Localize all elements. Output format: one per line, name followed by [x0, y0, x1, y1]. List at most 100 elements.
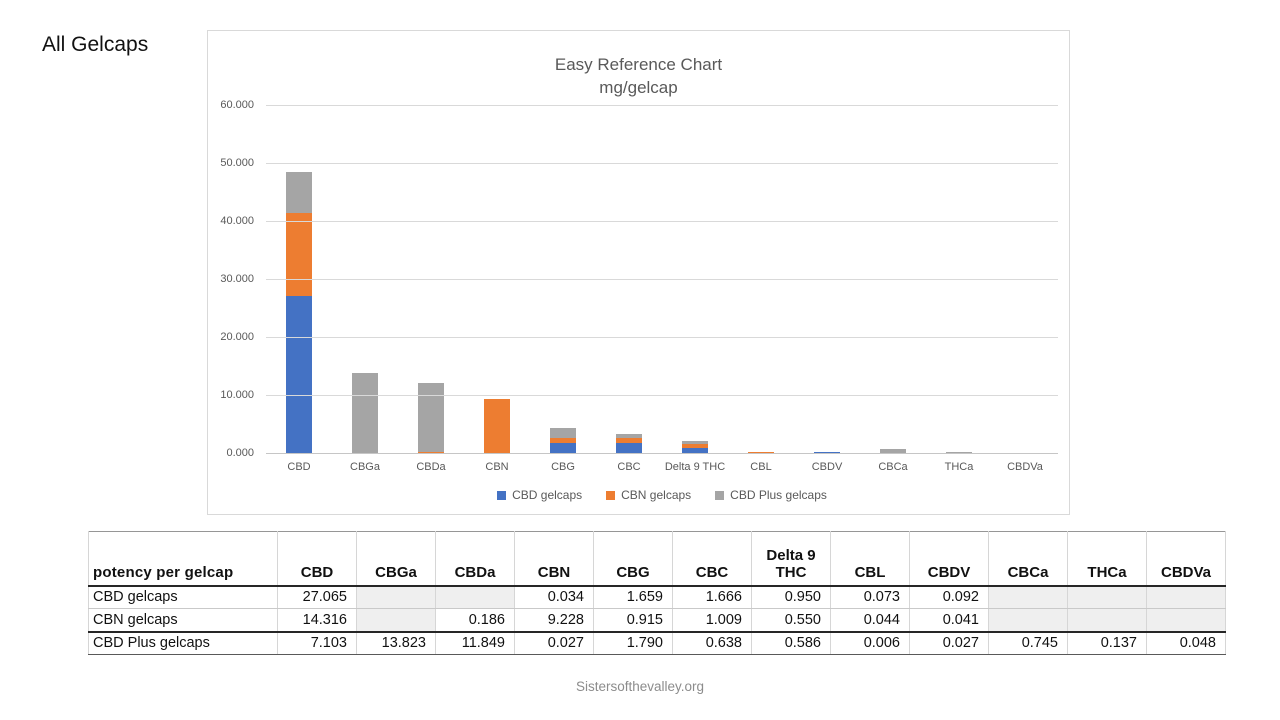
table-cell: 0.092 [909, 585, 989, 609]
table-column-header: Delta 9 THC [751, 531, 831, 587]
potency-table: potency per gelcap CBD CBGa CBDa CBN CBG CBC De… [88, 531, 1226, 655]
table-column-header: CBGa [356, 531, 436, 587]
table-row: CBD gelcaps 27.065 0.034 1.659 1.666 0.950 0.0… [88, 585, 1226, 609]
legend-label: CBN gelcaps [621, 488, 692, 502]
bar-slot-cbca [860, 105, 926, 453]
y-tick-label: 30.000 [220, 273, 254, 285]
table-row-label: CBN gelcaps [88, 608, 278, 632]
table-cell [1146, 585, 1226, 609]
legend-item: CBD gelcaps [497, 488, 582, 502]
x-category-label: CBCa [878, 461, 908, 473]
bar-slot-cbda [398, 105, 464, 453]
bar-slot-cbc [596, 105, 662, 453]
bar-segment [682, 447, 708, 453]
legend-swatch-icon [606, 490, 616, 500]
legend-label: CBD gelcaps [512, 488, 583, 502]
bar-slot-cbd [266, 105, 332, 453]
bar-segment [286, 171, 312, 213]
table-column-header: CBN [514, 531, 594, 587]
gridline [266, 395, 1058, 396]
bar-segment [682, 444, 708, 448]
table-cell: 0.044 [830, 608, 910, 632]
y-tick-label: 60.000 [220, 99, 254, 111]
table-cell: 0.027 [514, 630, 594, 655]
table-cell: 14.316 [277, 608, 357, 632]
x-category-label: CBGa [350, 461, 380, 473]
bar-stack [418, 383, 444, 453]
bar-segment [682, 440, 708, 445]
bar-slot-cbdv [794, 105, 860, 453]
gridline [266, 163, 1058, 164]
y-axis-labels: 60.000 50.000 40.000 30.000 20.000 10.000 0.00… [208, 99, 254, 459]
bar-slot-cbn [464, 105, 530, 453]
chart-title-line1: Easy Reference Chart [554, 55, 723, 74]
bar-stack [484, 399, 510, 453]
table-cell: 0.137 [1067, 630, 1147, 655]
bar-slot-delta-9-thc [662, 105, 728, 453]
legend-swatch-icon [715, 490, 725, 500]
table-cell [1067, 585, 1147, 609]
x-category-label: Delta 9 THC [664, 461, 726, 473]
table-cell: 27.065 [277, 585, 357, 609]
table-column-header: CBDV [909, 531, 989, 587]
table-cell: 0.034 [514, 585, 594, 609]
table-cell: 0.041 [909, 608, 989, 632]
bar-stack [814, 452, 840, 453]
bar-stack [616, 433, 642, 453]
legend-swatch-icon [497, 490, 507, 500]
x-category-label: CBD [287, 461, 311, 473]
table-column-header: CBDa [435, 531, 515, 587]
bar-slot-cbga [332, 105, 398, 453]
gridline [266, 453, 1058, 454]
x-category-label: CBDa [416, 461, 446, 473]
x-category-label: CBC [617, 461, 641, 473]
gridline [266, 105, 1058, 106]
table-row-label: CBD gelcaps [88, 585, 278, 609]
table-header-row: potency per gelcap CBD CBGa CBDa CBN CBG CBC De… [88, 531, 1226, 587]
x-category-label: CBDVa [1007, 461, 1043, 473]
table-column-header: CBCa [988, 531, 1068, 587]
table-cell [356, 585, 436, 609]
table-column-header: CBG [593, 531, 673, 587]
plot-area [266, 105, 1058, 454]
legend-label: CBD Plus gelcaps [730, 488, 827, 502]
bar-segment [418, 383, 444, 452]
bar-segment [616, 437, 642, 444]
bar-segment [616, 443, 642, 453]
table-column-header: THCa [1067, 531, 1147, 587]
bar-stack [748, 452, 774, 453]
bar-slot-cbdva [992, 105, 1058, 453]
bar-slot-cbg [530, 105, 596, 453]
table-column-header: CBL [830, 531, 910, 587]
table-row: CBD Plus gelcaps 7.103 13.823 11.849 0.027 1.… [88, 630, 1226, 655]
table-cell: 0.073 [830, 585, 910, 609]
bar-slot-cbl [728, 105, 794, 453]
bar-segment [352, 372, 378, 453]
legend-item: CBD Plus gelcaps [715, 488, 827, 502]
table-cell [435, 585, 515, 609]
table-cell: 0.950 [751, 585, 831, 609]
gridline [266, 337, 1058, 338]
table-cell: 1.009 [672, 608, 752, 632]
bar-segment [814, 452, 840, 453]
table-body: CBD gelcaps 27.065 0.034 1.659 1.666 0.950 0.0… [88, 585, 1226, 655]
bar-slot-thca [926, 105, 992, 453]
table-cell: 0.915 [593, 608, 673, 632]
table-corner-header: potency per gelcap [88, 531, 278, 587]
table-cell: 11.849 [435, 630, 515, 655]
table-cell [1146, 608, 1226, 632]
y-tick-label: 40.000 [220, 215, 254, 227]
table-cell: 1.790 [593, 630, 673, 655]
bar-stack [880, 448, 906, 453]
table-row: CBN gelcaps 14.316 0.186 9.228 0.915 1.009 0.5… [88, 608, 1226, 632]
bar-segment [484, 399, 510, 453]
page-title: All Gelcaps [42, 33, 149, 56]
bar-segment [550, 443, 576, 453]
x-category-label: CBN [485, 461, 509, 473]
table-cell: 0.745 [988, 630, 1068, 655]
table-cell: 13.823 [356, 630, 436, 655]
table-cell: 0.550 [751, 608, 831, 632]
x-axis-labels: CBD CBGa CBDa CBN CBG CBC Delta 9 THC CBL CBDV CB… [266, 461, 1058, 473]
table-cell: 0.048 [1146, 630, 1226, 655]
